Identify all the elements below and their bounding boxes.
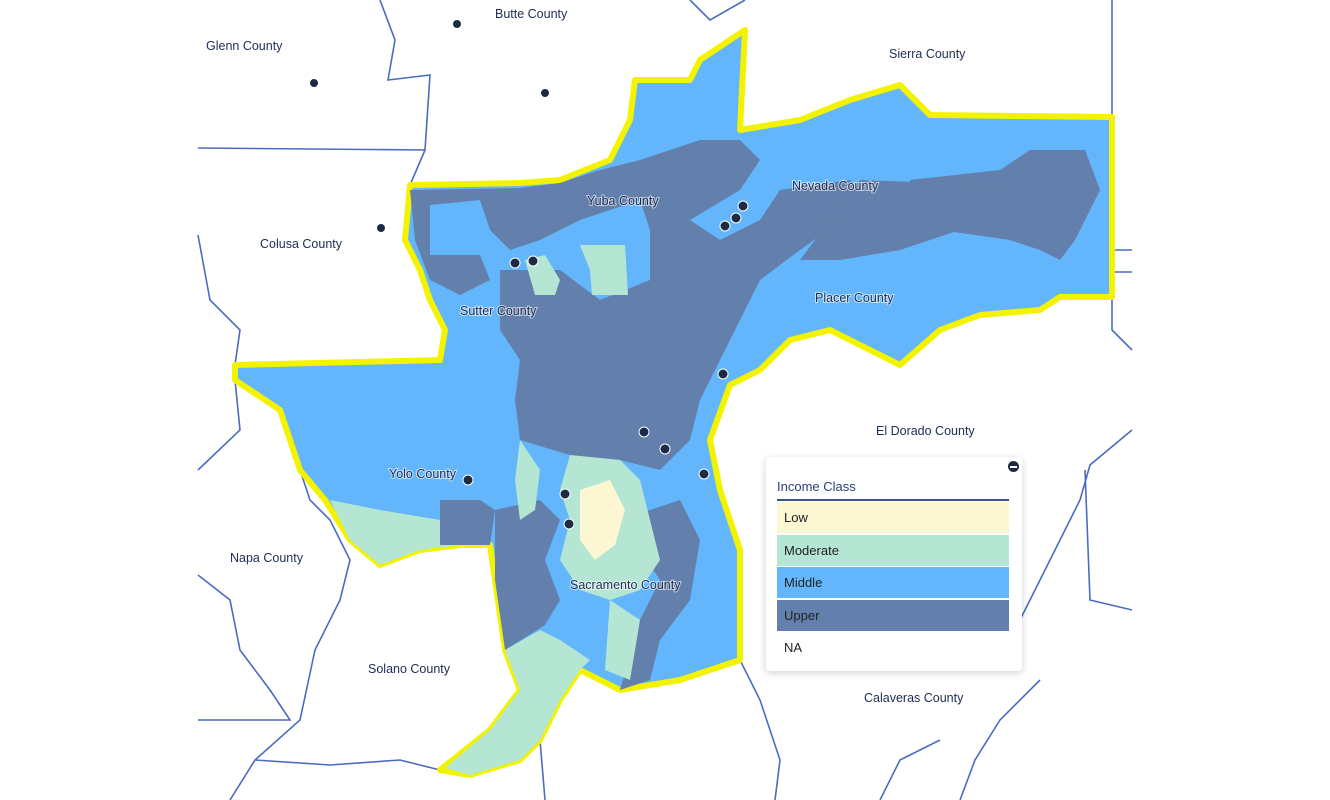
- county-label: Sutter County: [460, 304, 537, 318]
- county-label: Sierra County: [889, 47, 966, 61]
- service-area: [232, 27, 1115, 778]
- bank-branch-icon: [717, 368, 729, 380]
- region-upper-east-placer: [800, 180, 1000, 260]
- county-label: Solano County: [368, 662, 451, 676]
- region-upper-north: [410, 140, 760, 295]
- legend-item-na: NA: [777, 632, 1009, 663]
- county-label: Colusa County: [260, 237, 343, 251]
- minus-circle-icon[interactable]: [1008, 461, 1019, 472]
- region-low-sac-core: [580, 480, 625, 560]
- county-label: Nevada County: [792, 179, 879, 193]
- bank-branch-icon: [638, 426, 650, 438]
- legend-item-moderate: Moderate: [777, 534, 1009, 566]
- region-upper-east: [910, 150, 1100, 260]
- bank-branch-icon: [719, 220, 731, 232]
- county-boundaries: [197, 0, 1133, 800]
- bank-branch-icon: [509, 257, 521, 269]
- legend-item-low: Low: [777, 502, 1009, 533]
- county-label: El Dorado County: [876, 424, 975, 438]
- bank-branch-icon: [452, 19, 462, 29]
- region-upper-south: [495, 500, 560, 650]
- county-labels: Butte County Glenn County Sierra County …: [205, 6, 976, 706]
- bank-branch-icon: [698, 468, 710, 480]
- county-label: Yolo County: [389, 467, 457, 481]
- bank-branch-icon: [659, 443, 671, 455]
- markers[interactable]: [309, 19, 749, 530]
- legend-item-upper: Upper: [777, 599, 1009, 631]
- county-label: Calaveras County: [864, 691, 964, 705]
- bank-branch-icon: [737, 200, 749, 212]
- bank-branch-icon: [559, 488, 571, 500]
- county-label: Sacramento County: [570, 578, 681, 592]
- legend-list: Low Moderate Middle Upper NA: [777, 502, 1009, 665]
- bank-branch-icon: [527, 255, 539, 267]
- legend-panel: Income Class Low Moderate Middle Upper N…: [766, 457, 1022, 671]
- bank-branch-icon: [462, 474, 474, 486]
- region-moderate-south: [330, 500, 590, 775]
- region-moderate-river: [515, 440, 540, 520]
- county-label: Butte County: [495, 7, 568, 21]
- bank-branch-icon: [540, 88, 550, 98]
- legend-item-middle: Middle: [777, 567, 1009, 598]
- bank-branch-icon: [563, 518, 575, 530]
- county-label: Yuba County: [587, 194, 659, 208]
- county-label: Napa County: [230, 551, 304, 565]
- legend-title: Income Class: [777, 479, 856, 494]
- bank-branch-icon: [309, 78, 319, 88]
- region-moderate-delta: [605, 600, 640, 680]
- bank-branch-icon: [730, 212, 742, 224]
- county-label: Placer County: [815, 291, 894, 305]
- bank-branch-icon: [376, 223, 386, 233]
- region-moderate-yuba: [580, 245, 628, 295]
- county-label: Glenn County: [206, 39, 283, 53]
- legend-divider: [777, 499, 1009, 501]
- region-upper-yolo: [440, 500, 495, 545]
- region-upper-central: [500, 180, 870, 470]
